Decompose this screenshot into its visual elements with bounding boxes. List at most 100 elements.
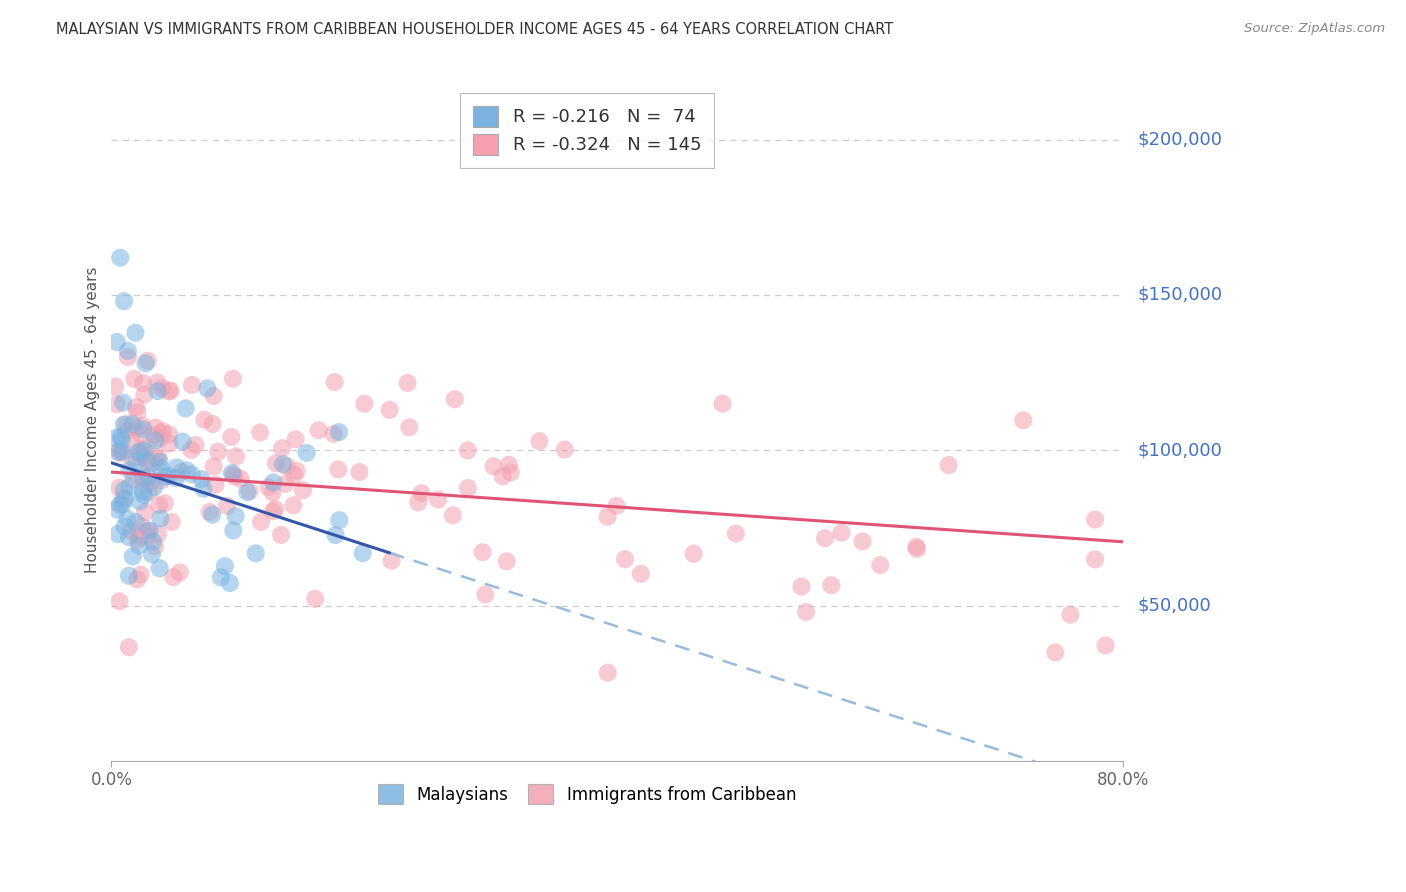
Point — [148, 450, 170, 464]
Point — [114, 491, 136, 506]
Point — [176, 463, 198, 477]
Point — [1045, 645, 1067, 659]
Point — [239, 484, 262, 499]
Point — [905, 540, 928, 554]
Point — [427, 492, 450, 507]
Point — [132, 484, 155, 499]
Point — [222, 524, 245, 538]
Point — [724, 526, 747, 541]
Text: $200,000: $200,000 — [1137, 130, 1222, 149]
Point — [851, 534, 873, 549]
Point — [117, 424, 139, 438]
Point — [125, 454, 148, 468]
Point — [209, 570, 232, 584]
Point — [225, 509, 247, 524]
Point — [131, 418, 153, 433]
Point — [221, 430, 243, 444]
Point — [138, 484, 160, 499]
Point — [108, 594, 131, 608]
Point — [157, 384, 180, 399]
Point — [160, 515, 183, 529]
Point — [257, 480, 280, 494]
Point — [166, 460, 188, 475]
Point — [108, 444, 131, 458]
Point — [157, 436, 180, 450]
Point — [150, 473, 173, 487]
Point — [1084, 552, 1107, 566]
Point — [128, 530, 150, 544]
Point — [105, 431, 128, 445]
Point — [249, 425, 271, 440]
Point — [135, 529, 157, 543]
Point — [145, 451, 167, 466]
Point — [105, 502, 128, 516]
Point — [135, 440, 157, 454]
Point — [270, 528, 292, 542]
Point — [122, 472, 145, 486]
Point — [132, 422, 155, 436]
Point — [152, 425, 174, 439]
Point — [308, 423, 330, 437]
Point — [221, 466, 243, 480]
Point — [499, 466, 522, 480]
Point — [291, 483, 314, 497]
Point — [143, 428, 166, 442]
Point — [129, 567, 152, 582]
Point — [149, 426, 172, 441]
Point — [482, 459, 505, 474]
Point — [110, 430, 132, 444]
Point — [1094, 639, 1116, 653]
Point — [110, 251, 132, 265]
Point — [132, 472, 155, 486]
Point — [162, 570, 184, 584]
Point — [107, 527, 129, 541]
Point — [128, 447, 150, 461]
Point — [471, 545, 494, 559]
Point — [411, 486, 433, 500]
Point — [136, 453, 159, 467]
Point — [112, 483, 135, 498]
Point — [149, 455, 172, 469]
Point — [262, 475, 284, 490]
Point — [127, 533, 149, 547]
Point — [180, 442, 202, 457]
Point — [146, 376, 169, 390]
Point — [110, 446, 132, 460]
Point — [193, 482, 215, 496]
Point — [107, 445, 129, 459]
Point — [128, 539, 150, 553]
Point — [498, 458, 520, 472]
Point — [271, 457, 294, 471]
Point — [145, 434, 167, 448]
Point — [323, 375, 346, 389]
Point — [214, 559, 236, 574]
Y-axis label: Householder Income Ages 45 - 64 years: Householder Income Ages 45 - 64 years — [86, 266, 100, 573]
Point — [121, 451, 143, 466]
Point — [328, 462, 350, 476]
Point — [149, 432, 172, 446]
Point — [264, 502, 287, 516]
Point — [172, 434, 194, 449]
Point — [150, 381, 173, 395]
Point — [155, 470, 177, 484]
Point — [121, 524, 143, 538]
Point — [136, 524, 159, 538]
Point — [245, 546, 267, 560]
Point — [938, 458, 960, 472]
Point — [613, 552, 636, 566]
Legend: Malaysians, Immigrants from Caribbean: Malaysians, Immigrants from Caribbean — [368, 774, 806, 814]
Point — [682, 547, 704, 561]
Point — [198, 505, 221, 519]
Point — [284, 432, 307, 446]
Point — [128, 494, 150, 508]
Point — [285, 464, 308, 478]
Point — [711, 397, 734, 411]
Point — [396, 376, 419, 390]
Text: $150,000: $150,000 — [1137, 286, 1222, 304]
Point — [201, 508, 224, 522]
Point — [145, 420, 167, 434]
Point — [492, 469, 515, 483]
Point — [132, 376, 155, 391]
Point — [457, 443, 479, 458]
Point — [127, 445, 149, 459]
